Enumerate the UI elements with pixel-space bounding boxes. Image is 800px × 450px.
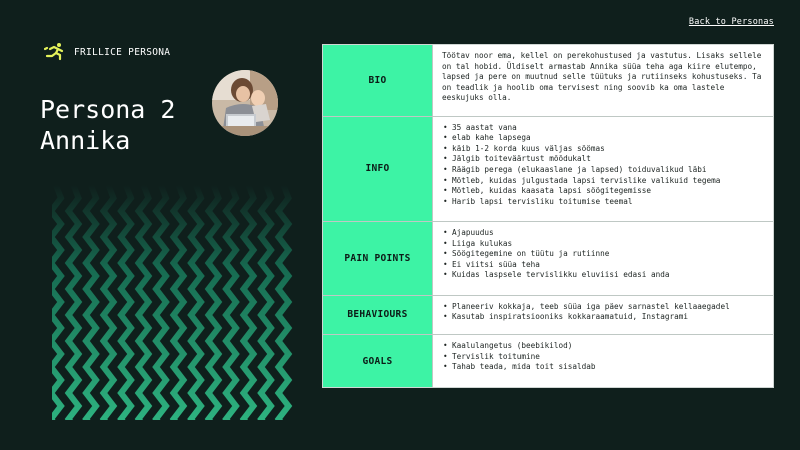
zigzag-column xyxy=(52,185,65,420)
pain-points-list: Ajapuudus Liiga kulukas Söögitegemine on… xyxy=(442,228,764,281)
persona-name: Annika xyxy=(40,126,131,155)
zigzag-column xyxy=(274,185,293,420)
zigzag-column xyxy=(187,185,205,420)
brand-name: FRILLICE PERSONA xyxy=(74,46,171,58)
list-item: Räägib perega (elukaaslane ja lapsed) to… xyxy=(442,165,764,176)
zigzag-column xyxy=(169,185,188,420)
bio-text: Töötav noor ema, kellel on perekohustuse… xyxy=(442,51,762,103)
list-item: Jälgib toiteväärtust mõõdukalt xyxy=(442,154,764,165)
list-item: Mõtleb, kuidas kaasata lapsi söögitegemi… xyxy=(442,186,764,197)
list-item: elab kahe lapsega xyxy=(442,133,764,144)
behaviours-list: Planeeriv kokkaja, teeb süüa iga päev sa… xyxy=(442,302,764,323)
list-item: Harib lapsi tervisliku toitumise teemal xyxy=(442,197,764,208)
list-item: Liiga kulukas xyxy=(442,239,764,250)
goals-content: Kaalulangetus (beebikilod) Tervislik toi… xyxy=(433,335,773,387)
list-item: käib 1-2 korda kuus väljas söömas xyxy=(442,144,764,155)
behaviours-label: BEHAVIOURS xyxy=(323,295,433,335)
list-item: Planeeriv kokkaja, teeb süüa iga päev sa… xyxy=(442,302,764,313)
list-item: Tervislik toitumine xyxy=(442,352,764,363)
list-item: Ajapuudus xyxy=(442,228,764,239)
goals-label: GOALS xyxy=(323,335,433,387)
pain-points-content: Ajapuudus Liiga kulukas Söögitegemine on… xyxy=(433,222,773,295)
goals-list: Kaalulangetus (beebikilod) Tervislik toi… xyxy=(442,341,764,373)
behaviours-content: Planeeriv kokkaja, teeb süüa iga päev sa… xyxy=(433,296,773,335)
zigzag-column xyxy=(257,185,275,420)
back-to-personas-link[interactable]: Back to Personas xyxy=(688,17,774,27)
pain-points-label: PAIN POINTS xyxy=(323,221,433,295)
info-content: 35 aastat vana elab kahe lapsega käib 1-… xyxy=(433,117,773,221)
persona-photo xyxy=(212,70,278,136)
bio-label: BIO xyxy=(323,45,433,116)
list-item: 35 aastat vana xyxy=(442,123,764,134)
zigzag-column xyxy=(134,185,153,420)
list-item: Kasutab inspiratsiooniks kokkaraamatuid,… xyxy=(442,312,764,323)
brand: FRILLICE PERSONA xyxy=(44,42,170,62)
info-label: INFO xyxy=(323,116,433,221)
persona-table: BIO Töötav noor ema, kellel on perekohus… xyxy=(322,44,774,388)
list-item: Kaalulangetus (beebikilod) xyxy=(442,341,764,352)
zigzag-column xyxy=(82,185,100,420)
zigzag-column xyxy=(204,185,223,420)
running-person-icon xyxy=(44,43,64,61)
list-item: Mõtleb, kuidas julgustada lapsi tervisli… xyxy=(442,176,764,187)
decorative-zigzag-pattern xyxy=(52,185,293,420)
zigzag-column xyxy=(99,185,118,420)
persona-number: Persona 2 xyxy=(40,95,176,124)
zigzag-column xyxy=(222,185,240,420)
list-item: Kuidas laspsele tervislikku eluviisi eda… xyxy=(442,270,764,281)
persona-avatar xyxy=(212,70,278,136)
info-list: 35 aastat vana elab kahe lapsega käib 1-… xyxy=(442,123,764,208)
behaviours-row: BEHAVIOURS Planeeriv kokkaja, teeb süüa … xyxy=(323,295,773,336)
info-row: INFO 35 aastat vana elab kahe lapsega kä… xyxy=(323,116,773,222)
persona-title: Persona 2 Annika xyxy=(40,94,175,156)
list-item: Tahab teada, mida toit sisaldab xyxy=(442,362,764,373)
zigzag-column xyxy=(117,185,135,420)
goals-row: GOALS Kaalulangetus (beebikilod) Tervisl… xyxy=(323,335,773,387)
bio-row: BIO Töötav noor ema, kellel on perekohus… xyxy=(323,45,773,117)
list-item: Söögitegemine on tüütu ja rutiinne xyxy=(442,249,764,260)
zigzag-column xyxy=(152,185,170,420)
bio-content: Töötav noor ema, kellel on perekohustuse… xyxy=(433,45,773,116)
zigzag-column xyxy=(64,185,83,420)
zigzag-column xyxy=(239,185,258,420)
pain-points-row: PAIN POINTS Ajapuudus Liiga kulukas Söög… xyxy=(323,221,773,296)
list-item: Ei viitsi süüa teha xyxy=(442,260,764,271)
